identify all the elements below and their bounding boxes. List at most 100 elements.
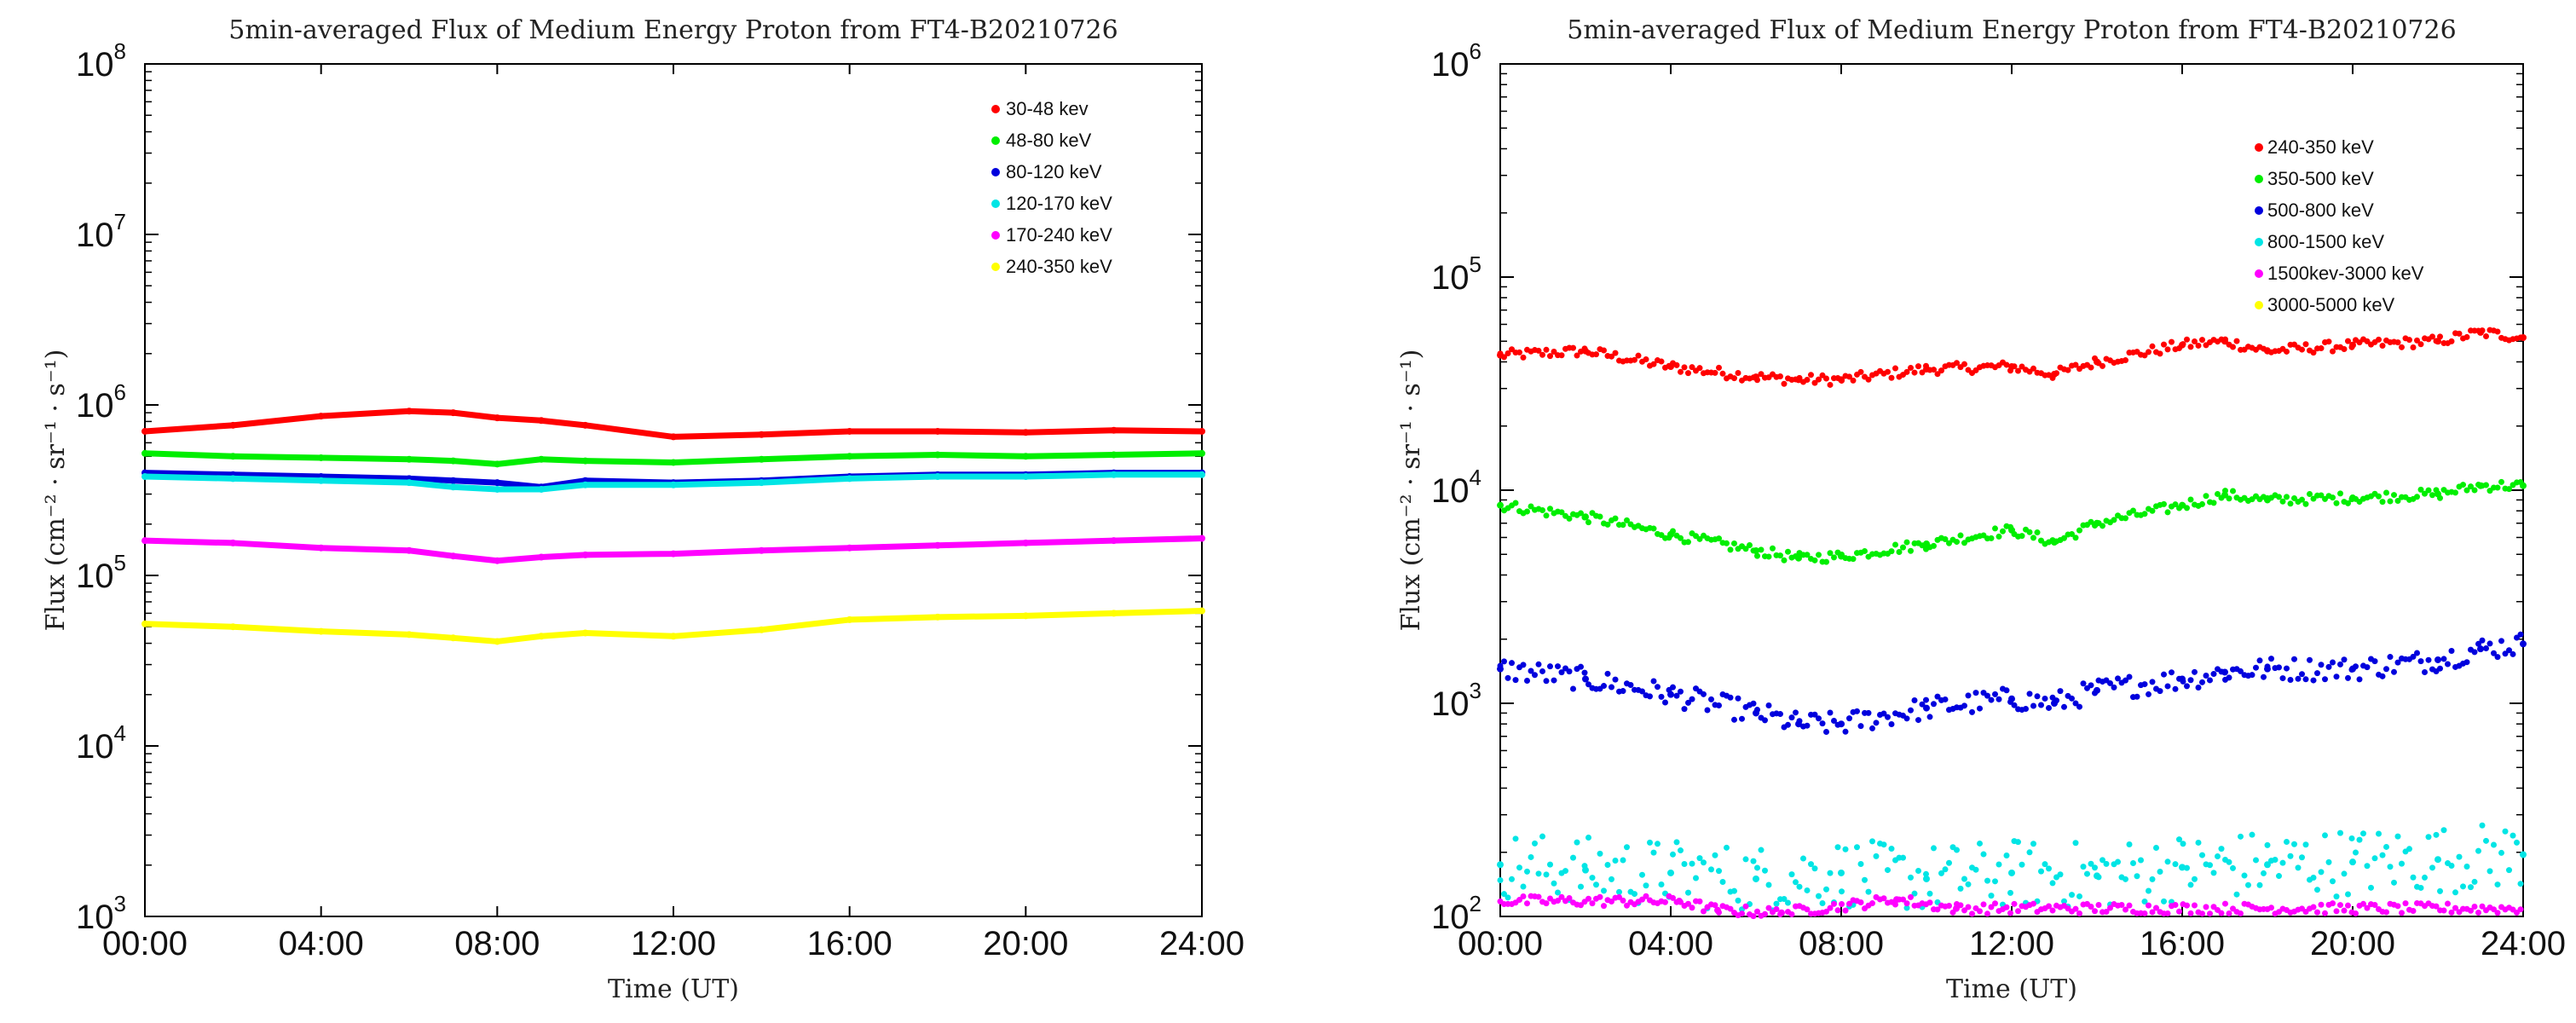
data-point — [2126, 841, 2133, 847]
data-point — [2026, 529, 2033, 535]
data-point — [2383, 843, 2389, 850]
data-point — [2233, 891, 2240, 898]
data-point — [2506, 647, 2512, 654]
data-point — [1198, 427, 1205, 435]
data-point — [581, 421, 589, 429]
data-point — [934, 451, 941, 459]
data-point — [2437, 494, 2443, 501]
data-point — [2061, 898, 2067, 905]
data-point — [1558, 352, 1565, 359]
data-point — [1643, 356, 1649, 363]
data-point — [2099, 523, 2105, 529]
data-point — [2325, 663, 2332, 670]
data-point — [2038, 702, 2044, 708]
data-point — [2141, 511, 2148, 517]
y-tick-label: 105 — [1431, 251, 1481, 297]
data-point — [2399, 860, 2405, 867]
data-point — [2387, 498, 2394, 505]
data-point — [1612, 515, 1619, 522]
data-point — [1673, 692, 1680, 699]
data-point — [2115, 675, 2121, 682]
x-tick-label: 00:00 — [1458, 925, 1543, 962]
data-point — [1831, 900, 1837, 907]
data-point — [1954, 847, 1960, 853]
y-axis-label: Flux (cm⁻² · sr⁻¹ · s⁻¹) — [41, 350, 71, 632]
data-point — [2195, 342, 2202, 349]
data-point — [2310, 677, 2317, 684]
data-point — [142, 473, 148, 481]
data-point — [1655, 684, 1661, 691]
data-point — [1954, 360, 1960, 367]
data-point — [2325, 858, 2332, 865]
data-point — [1765, 905, 1772, 911]
data-point — [2341, 907, 2348, 914]
data-point — [2391, 668, 2397, 675]
x-tick-label: 12:00 — [1969, 925, 2054, 962]
data-point — [1880, 895, 1887, 902]
data-point — [934, 613, 941, 621]
data-point — [2425, 834, 2432, 841]
data-point — [2011, 900, 2018, 907]
data-point — [2092, 355, 2098, 361]
data-point — [2080, 864, 2087, 870]
data-point — [538, 485, 545, 493]
data-point — [2207, 677, 2213, 684]
data-point — [1570, 685, 1576, 692]
data-point — [2468, 483, 2474, 490]
data-point — [1926, 714, 1933, 720]
data-point — [2268, 905, 2274, 911]
data-point — [1961, 907, 1967, 914]
data-point — [1762, 867, 1768, 874]
data-point — [1850, 377, 1857, 384]
data-point — [1827, 550, 1834, 557]
data-point — [2192, 876, 2198, 882]
data-point — [1543, 512, 1550, 519]
data-point — [229, 475, 237, 483]
data-point — [317, 454, 325, 461]
data-point — [2514, 839, 2520, 846]
data-point — [1701, 859, 1707, 866]
data-point — [2322, 910, 2328, 916]
data-point — [406, 455, 413, 463]
data-point — [2203, 493, 2209, 500]
data-point — [2345, 902, 2351, 909]
data-point — [2330, 659, 2336, 666]
data-point — [2299, 496, 2305, 503]
data-point — [2498, 638, 2504, 644]
data-point — [1539, 668, 1545, 674]
data-point — [1667, 869, 1674, 876]
data-point — [406, 407, 413, 415]
data-point — [2030, 900, 2036, 907]
data-point — [1505, 674, 1511, 681]
data-point — [1528, 853, 1534, 860]
data-point — [2291, 656, 2297, 662]
data-point — [1908, 893, 1914, 900]
data-point — [1624, 902, 1630, 909]
data-point — [2210, 671, 2217, 678]
data-point — [581, 481, 589, 488]
data-point — [1911, 697, 1918, 704]
data-point — [1689, 905, 1695, 911]
data-point — [2203, 904, 2209, 910]
data-point — [1601, 887, 1607, 894]
data-point — [1888, 721, 1895, 728]
data-point — [1520, 883, 1527, 890]
data-point — [1689, 696, 1695, 702]
series-120-170 keV — [142, 471, 1205, 493]
data-point — [1601, 683, 1607, 690]
data-point — [1865, 888, 1872, 895]
data-point — [1819, 900, 1826, 907]
data-point — [2088, 860, 2094, 867]
data-point — [1609, 684, 1614, 691]
data-point — [2003, 904, 2010, 910]
legend-marker — [2255, 269, 2263, 278]
data-point — [2410, 908, 2417, 915]
data-point — [1509, 660, 1515, 667]
data-point — [1585, 519, 1591, 526]
data-point — [2353, 849, 2359, 856]
data-point — [1516, 349, 1522, 355]
data-point — [2187, 344, 2194, 350]
data-point — [1908, 547, 1914, 554]
data-point — [2095, 901, 2102, 908]
data-point — [2368, 884, 2374, 891]
